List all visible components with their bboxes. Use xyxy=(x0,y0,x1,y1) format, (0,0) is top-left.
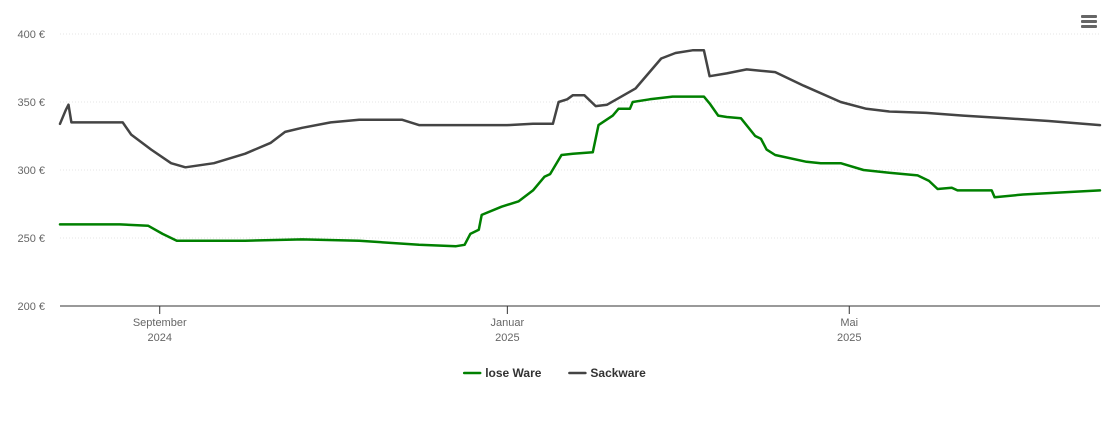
series-line-sackware[interactable] xyxy=(58,49,1102,169)
legend-item[interactable]: Sackware xyxy=(568,366,646,380)
legend-item[interactable]: lose Ware xyxy=(462,366,542,380)
legend-label: Sackware xyxy=(590,366,646,380)
legend-label: lose Ware xyxy=(485,366,542,380)
y-axis: 200 € 250 € 300 € 350 € 400 € xyxy=(17,29,45,313)
y-tick-label: 300 € xyxy=(17,165,45,177)
series-lines xyxy=(58,49,1102,248)
hamburger-menu-icon[interactable] xyxy=(1076,10,1102,32)
y-tick-label: 200 € xyxy=(17,301,45,313)
series-line-lose-ware[interactable] xyxy=(58,95,1102,248)
y-tick-label: 250 € xyxy=(17,233,45,245)
y-tick-label: 350 € xyxy=(17,97,45,109)
y-tick-label: 400 € xyxy=(17,29,45,41)
grid-lines xyxy=(60,33,1100,239)
x-tick-label-month: September xyxy=(133,317,187,329)
x-axis: September 2024 Januar 2025 Mai 2025 xyxy=(60,305,1100,344)
x-tick-label-month: Mai xyxy=(840,317,858,329)
x-tick-label-year: 2025 xyxy=(495,332,519,344)
x-tick-label-year: 2024 xyxy=(147,332,171,344)
legend: lose Ware Sackware xyxy=(462,366,646,380)
x-tick-label-month: Januar xyxy=(491,317,525,329)
x-tick-label-year: 2025 xyxy=(837,332,861,344)
